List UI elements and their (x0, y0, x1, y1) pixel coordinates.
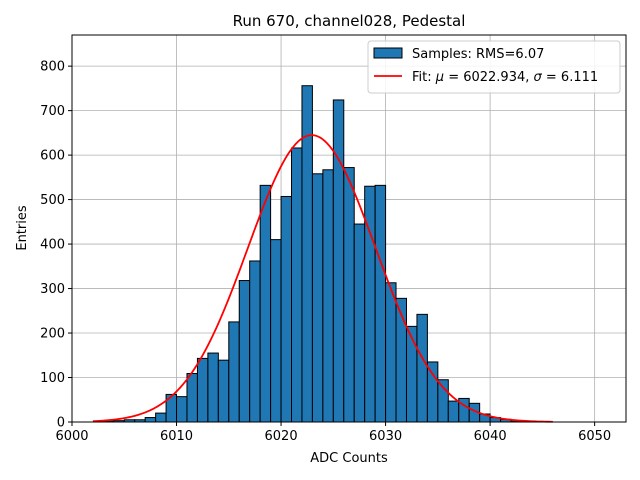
histogram-bar (259, 184, 272, 423)
histogram-bar (155, 412, 167, 423)
legend-fit-prefix: Fit: (412, 70, 436, 85)
x-tick-label: 6050 (578, 429, 611, 444)
histogram-bar (332, 99, 345, 423)
y-tick-label: 800 (40, 60, 65, 75)
legend-fit-mid: = 6022.934, (448, 70, 533, 85)
x-tick-label: 6020 (265, 429, 298, 444)
histogram-bar (176, 396, 188, 423)
histogram-bar (270, 239, 282, 423)
histogram-bar (249, 260, 261, 423)
y-tick-label: 100 (40, 371, 65, 386)
plot-frame (71, 34, 627, 423)
legend-samples-swatch (373, 47, 403, 59)
y-tick-label: 700 (40, 104, 65, 119)
histogram-bar (343, 167, 355, 423)
y-tick-label: 0 (57, 416, 65, 431)
y-tick-label: 200 (40, 327, 65, 342)
histogram-bar (322, 169, 334, 423)
y-axis-ticks: 0 100 200 300 400 500 600 700 800 (40, 60, 72, 431)
y-tick-label: 300 (40, 282, 65, 297)
legend-box (367, 40, 621, 94)
x-tick-label: 6000 (55, 429, 88, 444)
x-axis-ticks: 6000 6010 6020 6030 6040 6050 (55, 422, 611, 444)
y-tick-label: 500 (40, 193, 65, 208)
histogram-bar (291, 147, 303, 423)
histogram-bar (238, 280, 251, 423)
histogram-bar (207, 352, 219, 423)
x-tick-label: 6030 (369, 429, 402, 444)
y-tick-label: 600 (40, 149, 65, 164)
histogram-bar (374, 184, 387, 423)
histogram-bar (426, 361, 439, 423)
histogram-bar (311, 173, 324, 423)
x-axis-label: ADC Counts (310, 451, 388, 466)
histogram-bars (102, 85, 543, 423)
chart-title: Run 670, channel028, Pedestal (233, 12, 466, 30)
histogram-bar (353, 223, 366, 423)
legend-samples-label: Samples: RMS=6.07 (412, 47, 544, 62)
histogram-bar (280, 195, 293, 423)
histogram-bar (416, 313, 428, 423)
x-tick-label: 6040 (474, 429, 507, 444)
legend-fit-sigma: σ (534, 70, 543, 85)
legend-fit-mu: μ (435, 70, 444, 85)
x-tick-label: 6010 (160, 429, 193, 444)
histogram-bar (395, 297, 407, 423)
histogram-bar (196, 357, 209, 423)
legend: Samples: RMS=6.07 Fit: μ = 6022.934, σ =… (367, 40, 621, 94)
legend-fit-label: Fit: μ = 6022.934, σ = 6.111 (412, 70, 598, 85)
y-tick-label: 400 (40, 238, 65, 253)
histogram-bar (144, 417, 157, 423)
histogram-bar (217, 359, 230, 423)
histogram-bar (385, 282, 397, 423)
fit-curve-layer (92, 134, 553, 423)
fit-curve (92, 134, 553, 423)
histogram-bar (405, 325, 418, 423)
histogram-bar (447, 400, 460, 423)
y-axis-label: Entries (15, 205, 30, 251)
histogram-bar (186, 373, 198, 423)
legend-fit-suffix: = 6.111 (546, 70, 598, 85)
histogram-bar (228, 321, 240, 423)
